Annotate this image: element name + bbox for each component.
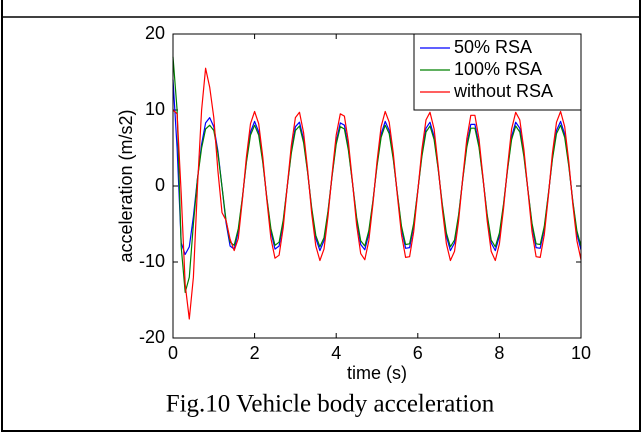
y-tick-label: -20	[139, 327, 165, 347]
x-tick-label: 6	[413, 343, 423, 363]
x-tick-label: 0	[168, 343, 178, 363]
caption: Fig.10 Vehicle body acceleration	[166, 391, 495, 418]
x-tick-label: 10	[571, 343, 591, 363]
x-tick-label: 8	[494, 343, 504, 363]
x-tick-label: 2	[250, 343, 260, 363]
line-series	[172, 67, 582, 320]
legend-label: without RSA	[453, 81, 553, 101]
y-tick-label: 20	[145, 23, 165, 43]
y-axis-label: acceleration (m/s2)	[116, 109, 136, 262]
legend-box	[413, 33, 582, 111]
y-tick-label: 10	[145, 99, 165, 119]
y-tick-label: 0	[155, 175, 165, 195]
x-tick-label: 4	[331, 343, 341, 363]
legend-label: 50% RSA	[454, 37, 532, 57]
plot-frame	[172, 33, 582, 339]
x-axis-label: time (s)	[347, 363, 407, 383]
legend-label: 100% RSA	[454, 59, 542, 79]
y-tick-label: -10	[139, 251, 165, 271]
